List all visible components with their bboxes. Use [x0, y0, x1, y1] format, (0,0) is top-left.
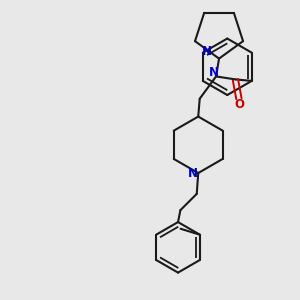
Text: O: O	[234, 98, 244, 111]
Text: N: N	[201, 45, 212, 58]
Text: N: N	[209, 66, 219, 80]
Text: N: N	[188, 167, 198, 180]
